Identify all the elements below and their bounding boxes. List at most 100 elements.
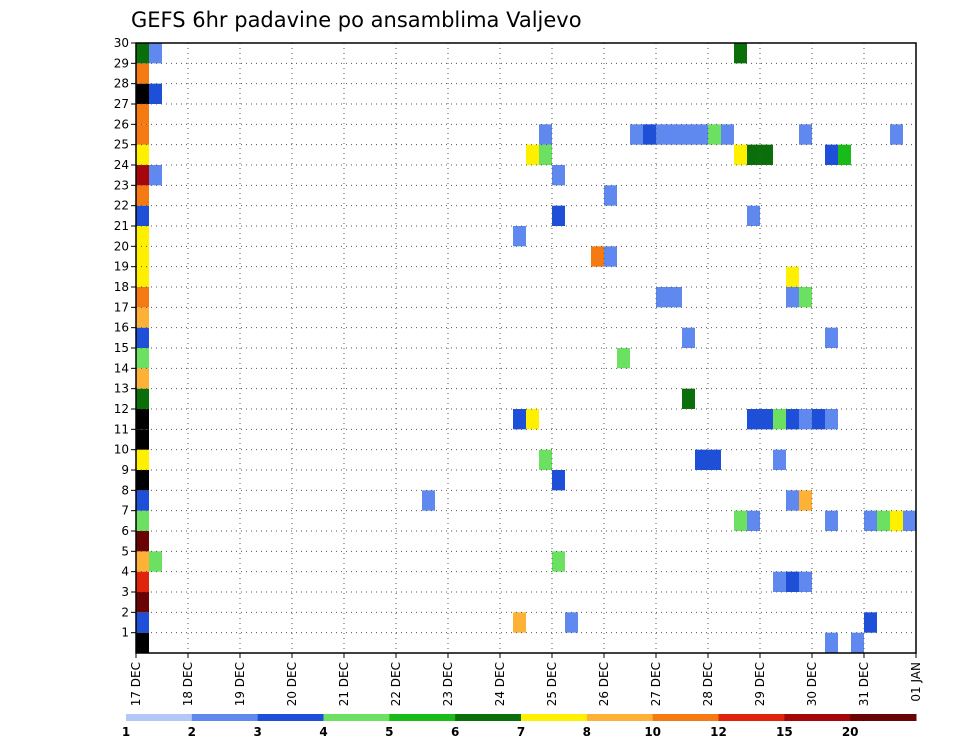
precip-cell	[734, 144, 747, 165]
precip-cell	[552, 470, 565, 491]
y-tick-label: 27	[114, 97, 129, 111]
precip-cell	[136, 83, 149, 104]
chart-title: GEFS 6hr padavine po ansamblima Valjevo	[131, 8, 582, 32]
precip-cell	[708, 449, 721, 470]
y-tick-label: 16	[114, 321, 129, 335]
colorbar-swatch	[257, 714, 324, 721]
colorbar: 1 2 3 4 5 6 7 8 10 12 15 20	[122, 714, 917, 739]
precip-cell	[890, 124, 903, 145]
precip-cell	[136, 226, 149, 247]
precip-cell	[825, 327, 838, 348]
precip-cell	[799, 571, 812, 592]
colorbar-label: 12	[710, 725, 727, 739]
colorbar-label: 7	[517, 725, 525, 739]
precip-cell	[838, 144, 851, 165]
precip-cell	[669, 124, 682, 145]
colorbar-label: 8	[583, 725, 591, 739]
colorbar-swatch	[389, 714, 456, 721]
precip-cell	[136, 632, 149, 653]
precip-cell	[136, 368, 149, 389]
y-tick-label: 12	[114, 402, 129, 416]
x-tick-label: 30 DEC	[805, 662, 819, 706]
precip-cell	[747, 205, 760, 226]
y-tick-label: 14	[114, 361, 129, 375]
x-tick-label: 24 DEC	[493, 662, 507, 706]
x-tick-label: 18 DEC	[181, 662, 195, 706]
precip-cell	[539, 144, 552, 165]
precip-cell	[539, 124, 552, 145]
precip-cell	[136, 510, 149, 531]
precip-cell	[656, 124, 669, 145]
y-tick-label: 5	[121, 544, 129, 558]
precip-cell	[136, 490, 149, 511]
x-tick-label: 22 DEC	[389, 662, 403, 706]
colorbar-swatch	[521, 714, 588, 721]
precip-cell	[136, 165, 149, 186]
colorbar-label: 2	[188, 725, 196, 739]
y-tick-label: 7	[121, 504, 129, 518]
colorbar-swatch	[323, 714, 390, 721]
colorbar-label: 1	[122, 725, 130, 739]
y-tick-label: 26	[114, 117, 129, 131]
precip-cell	[773, 571, 786, 592]
precip-cell	[136, 246, 149, 267]
colorbar-label: 5	[385, 725, 393, 739]
y-tick-label: 29	[114, 56, 129, 70]
precip-cell	[136, 205, 149, 226]
y-tick-label: 28	[114, 77, 129, 91]
precip-cell	[747, 144, 760, 165]
precip-cell	[825, 632, 838, 653]
precip-cell	[149, 43, 162, 64]
precip-cell	[136, 124, 149, 145]
x-tick-label: 19 DEC	[233, 662, 247, 706]
precip-cell	[136, 409, 149, 430]
x-tick-label: 29 DEC	[753, 662, 767, 706]
precip-cell	[136, 612, 149, 633]
gridlines	[136, 43, 916, 653]
x-tick-label: 17 DEC	[129, 662, 143, 706]
precip-cell	[591, 246, 604, 267]
precip-cell	[799, 124, 812, 145]
x-tick-label: 31 DEC	[857, 662, 871, 706]
precip-cell	[149, 165, 162, 186]
precip-cell	[513, 409, 526, 430]
x-tick-label: 20 DEC	[285, 662, 299, 706]
x-tick-label: 27 DEC	[649, 662, 663, 706]
precip-cell	[708, 124, 721, 145]
colorbar-label: 6	[451, 725, 459, 739]
precip-cell	[773, 449, 786, 470]
precip-cell	[812, 409, 825, 430]
y-tick-label: 13	[114, 382, 129, 396]
precip-cell	[799, 409, 812, 430]
precip-cell	[136, 388, 149, 409]
precip-cell	[903, 510, 916, 531]
x-tick-label: 23 DEC	[441, 662, 455, 706]
precip-cell	[747, 409, 760, 430]
precip-cell	[604, 246, 617, 267]
y-tick-label: 3	[121, 585, 129, 599]
x-tick-label: 21 DEC	[337, 662, 351, 706]
y-tick-label: 17	[114, 300, 129, 314]
colorbar-label: 3	[253, 725, 261, 739]
x-axis: 17 DEC 18 DEC 19 DEC 20 DEC 21 DEC 22 DEC 23 D…	[129, 653, 923, 706]
colorbar-label: 4	[319, 725, 327, 739]
precip-cell	[617, 348, 630, 369]
precip-cell	[552, 551, 565, 572]
y-tick-label: 20	[114, 239, 129, 253]
precip-cell	[669, 287, 682, 308]
y-tick-label: 19	[114, 260, 129, 274]
precip-cell	[825, 144, 838, 165]
y-tick-label: 22	[114, 199, 129, 213]
precip-cell	[825, 409, 838, 430]
y-tick-label: 25	[114, 138, 129, 152]
precip-cell	[136, 266, 149, 287]
precip-cell	[136, 104, 149, 125]
y-tick-label: 30	[114, 36, 129, 50]
precip-cell	[786, 266, 799, 287]
precip-cell	[136, 571, 149, 592]
x-tick-label: 28 DEC	[701, 662, 715, 706]
precip-cell	[799, 490, 812, 511]
precip-cell	[786, 490, 799, 511]
precip-cell	[786, 571, 799, 592]
